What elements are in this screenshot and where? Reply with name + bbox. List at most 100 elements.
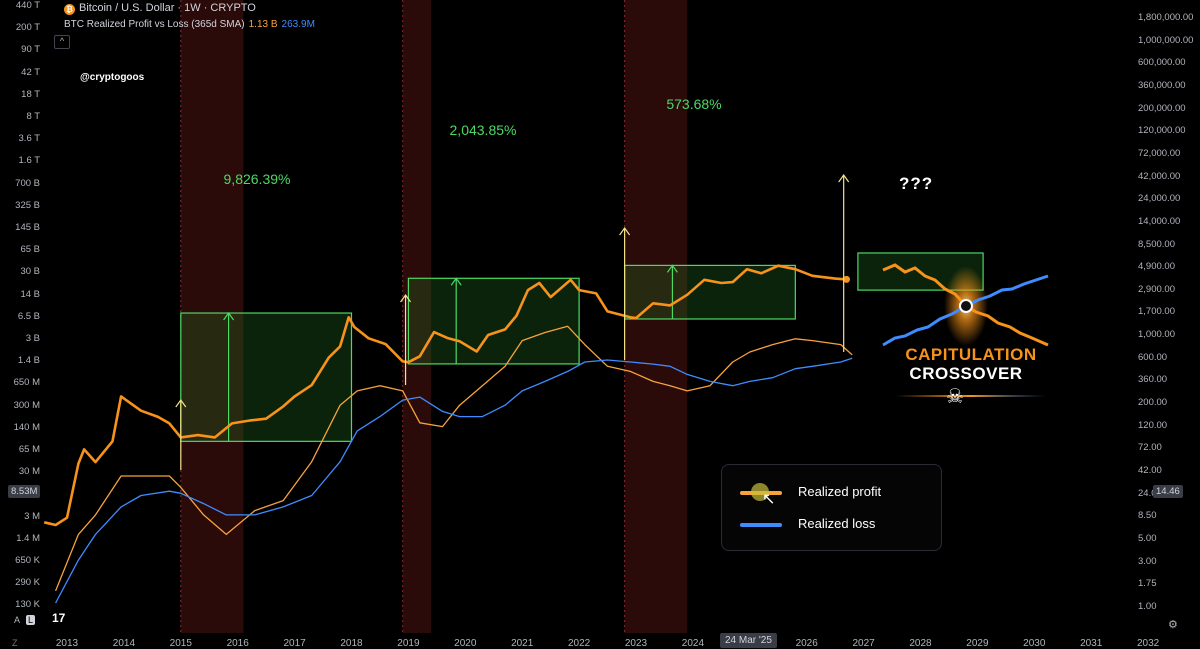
time-axis-tick: 2024 [681, 638, 705, 649]
left-axis-tick: 8 T [26, 111, 40, 122]
right-axis-tick: 8,500.00 [1138, 238, 1175, 250]
left-axis-tick: 6.5 B [17, 310, 40, 322]
time-axis-tick: 2023 [624, 638, 648, 649]
time-axis-tick: 2021 [511, 638, 534, 649]
time-axis-tick: 2031 [1080, 638, 1103, 649]
left-axis-tick: 3 B [25, 333, 40, 344]
series-line-realized-profit [54, 325, 853, 592]
cursor-arrow-icon: ↖ [762, 491, 776, 508]
zoom-reset-icon[interactable]: Z [12, 638, 18, 648]
right-axis-tick: 1,700.00 [1138, 306, 1175, 318]
loss-swatch [740, 523, 782, 527]
right-axis-tick: 1.75 [1138, 578, 1157, 590]
price-last-point [843, 275, 851, 283]
crossover-title: CROSSOVER [909, 364, 1023, 383]
left-axis-tick: 30 B [20, 266, 40, 278]
corner-toggles: A L [14, 615, 36, 625]
left-axis-tick: 700 B [15, 177, 40, 189]
bear-market-band-2 [402, 0, 432, 633]
crossover-graphic [882, 263, 1049, 397]
series-line-realized-loss [55, 357, 853, 604]
legend-profit-label: Realized profit [798, 484, 882, 499]
left-axis-tick: 325 B [15, 199, 40, 211]
left-axis-tick: 130 K [15, 599, 40, 611]
left-axis-tick: 200 T [15, 22, 40, 34]
left-axis-current-badge: 8.53M [8, 485, 41, 498]
indicator-name: BTC Realized Profit vs Loss (365d SMA) [64, 19, 245, 30]
right-axis-tick: 2,900.00 [1138, 283, 1175, 295]
right-axis-tick: 3.00 [1138, 555, 1157, 567]
time-axis-tick: 2029 [966, 638, 989, 649]
bear-market-band-3 [624, 0, 688, 633]
right-axis-tick: 360,000.00 [1138, 79, 1186, 91]
series-line-btc-price [43, 264, 847, 527]
gain-arrow-head-1 [223, 311, 235, 321]
right-axis-tick: 1.00 [1138, 600, 1157, 612]
right-axis-tick: 72.00 [1138, 442, 1162, 454]
left-axis-tick: 42 T [21, 66, 40, 78]
left-axis-tick: 65 M [18, 444, 40, 455]
left-axis-tick: 65 B [20, 244, 40, 256]
right-axis-tick: 200.00 [1138, 397, 1168, 409]
left-axis-tick: 1.6 T [18, 155, 40, 167]
left-axis-tick: 440 T [15, 0, 40, 11]
time-axis-tick: 2018 [340, 638, 363, 649]
left-axis-tick: 3.6 T [18, 133, 40, 145]
collapse-legend-button[interactable]: ^ [54, 35, 70, 49]
settings-gear-icon[interactable]: ⚙ [1168, 619, 1178, 631]
author-watermark: @cryptogoos [80, 72, 145, 83]
right-axis-tick: 360.00 [1138, 374, 1168, 386]
indicator-profit-value: 1.13 B [248, 19, 278, 30]
auto-scale-toggle[interactable]: A [14, 615, 20, 625]
cycle-gain-label-2: 2,043.85% [449, 122, 517, 138]
left-axis-tick: 1.4 B [17, 355, 40, 367]
log-scale-toggle[interactable]: L [26, 615, 36, 625]
gain-arrow-head-2 [450, 277, 462, 286]
skull-icon: ☠ [946, 386, 964, 408]
left-axis-tick: 650 M [13, 377, 40, 389]
bottom-arrow-head-1 [175, 398, 187, 408]
indicator-loss-value: 263.9M [281, 19, 315, 30]
series-legend: ↖ Realized profit Realized loss [721, 464, 942, 551]
right-axis-tick: 42,000.00 [1138, 170, 1181, 182]
bottom-arrow-head-4 [838, 173, 850, 183]
right-axis-tick: 600,000.00 [1138, 57, 1186, 69]
right-axis-tick: 1,800,000.00 [1138, 12, 1194, 23]
time-axis-tick: 2017 [283, 638, 306, 649]
left-axis-tick: 1.4 M [16, 532, 40, 544]
indicator-legend[interactable]: BTC Realized Profit vs Loss (365d SMA) 1.… [64, 19, 315, 30]
gain-box-2 [407, 277, 580, 365]
gain-arrow-head-3 [666, 264, 678, 273]
cycle-gain-label-1: 9,826.39% [223, 171, 291, 187]
right-axis-tick: 5.00 [1138, 532, 1157, 544]
bear-market-band-1 [180, 0, 244, 633]
bottom-arrow-head-2 [400, 293, 412, 303]
time-axis-tick: 2032 [1136, 638, 1160, 649]
time-axis-tick: 2026 [795, 638, 818, 649]
tradingview-logo[interactable]: 17 [52, 611, 66, 625]
left-axis-tick: 300 M [13, 399, 40, 411]
left-axis-tick: 30 M [18, 466, 40, 478]
gain-box-3 [624, 264, 796, 320]
time-axis-tick: 2015 [169, 638, 192, 649]
time-axis-tick: 2016 [226, 638, 249, 649]
right-axis-tick: 600.00 [1138, 351, 1168, 363]
time-axis-tick: 2030 [1023, 638, 1046, 649]
left-axis-tick: 290 K [15, 577, 40, 589]
left-axis-tick: 90 T [21, 44, 40, 56]
crosshair-date-badge: 24 Mar '25 [720, 633, 777, 648]
cursor-highlight [751, 483, 769, 501]
time-axis-tick: 2020 [454, 638, 477, 649]
time-axis-tick: 2013 [55, 638, 79, 649]
right-axis-tick: 120.00 [1138, 419, 1168, 431]
time-axis-tick: 2022 [567, 638, 591, 649]
right-axis-tick: 42.00 [1138, 465, 1162, 476]
gain-box-1 [180, 312, 353, 442]
left-axis-tick: 145 B [15, 222, 40, 233]
right-axis-tick: 4,900.00 [1138, 261, 1175, 273]
chart-title: ₿ Bitcoin / U.S. Dollar · 1W · CRYPTO [64, 2, 256, 15]
time-axis-tick: 2028 [909, 638, 932, 649]
right-axis-tick: 24,000.00 [1138, 193, 1181, 205]
time-axis-tick: 2027 [852, 638, 875, 649]
